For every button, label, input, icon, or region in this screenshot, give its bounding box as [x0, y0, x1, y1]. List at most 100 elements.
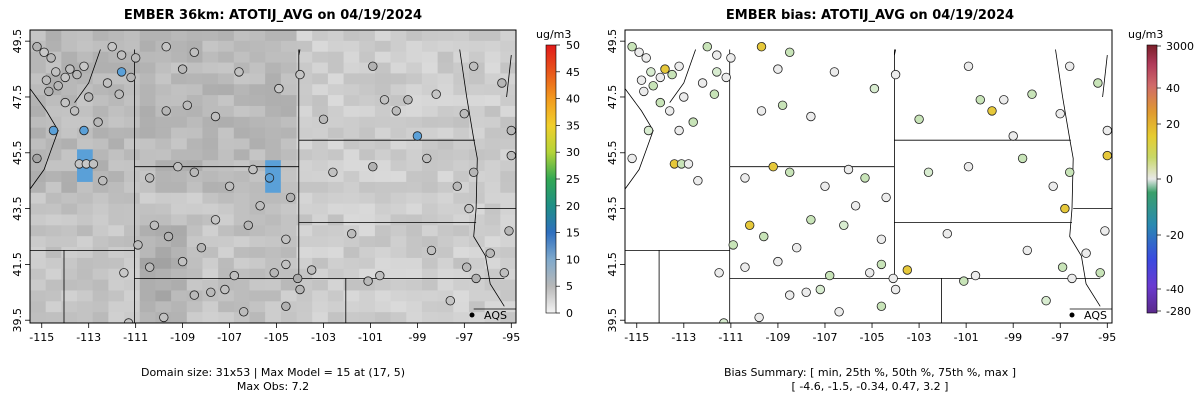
heatmap-cell	[77, 290, 94, 302]
heatmap-cell	[139, 225, 157, 237]
heatmap-cell	[249, 312, 266, 323]
heatmap-cell	[327, 62, 345, 75]
heatmap-cell	[124, 312, 141, 323]
heatmap-cell	[312, 268, 329, 281]
heatmap-cell	[139, 214, 157, 226]
station-marker	[506, 150, 516, 161]
station-marker	[196, 242, 207, 253]
heatmap-cell	[218, 160, 235, 172]
heatmap-cell	[280, 73, 298, 85]
station-marker	[281, 301, 291, 312]
heatmap-cell	[61, 127, 78, 140]
heatmap-cell	[124, 236, 141, 248]
heatmap-cell	[500, 312, 516, 323]
heatmap-cell	[233, 268, 251, 281]
heatmap-cell	[45, 312, 62, 323]
station-marker	[464, 203, 474, 214]
station-marker	[189, 47, 200, 58]
heatmap-cell	[61, 257, 78, 270]
station-marker	[318, 114, 329, 125]
heatmap-cell	[108, 279, 125, 292]
heatmap-cell	[202, 40, 219, 53]
heatmap-cell	[343, 171, 360, 183]
heatmap-cell	[61, 149, 78, 161]
station-marker	[469, 61, 479, 72]
heatmap-cell	[390, 236, 407, 248]
heatmap-cell	[468, 73, 486, 85]
heatmap-cell	[374, 138, 392, 150]
heatmap-cell	[92, 160, 109, 172]
heatmap-cell	[280, 127, 298, 140]
heatmap-cell	[265, 247, 282, 259]
heatmap-cell	[484, 127, 501, 140]
heatmap-cell	[327, 30, 345, 42]
heatmap-cell	[265, 40, 282, 53]
heatmap-cell	[108, 116, 125, 129]
heatmap-cell	[30, 257, 47, 270]
heatmap-cell	[124, 149, 141, 161]
heatmap-cell	[296, 30, 313, 42]
heatmap-cell	[390, 30, 407, 42]
heatmap-cell	[280, 95, 298, 107]
bias-station-marker	[923, 167, 934, 178]
heatmap-cell	[343, 290, 360, 302]
heatmap-cell	[186, 95, 204, 107]
heatmap-cell	[92, 138, 109, 150]
heatmap-cell	[45, 290, 62, 302]
station-marker	[431, 89, 441, 99]
heatmap-cell	[437, 192, 454, 205]
bias-station-marker	[865, 268, 875, 278]
y-tick-label: 39.5	[606, 308, 619, 333]
heatmap-cell	[359, 236, 376, 248]
heatmap-cell	[406, 279, 423, 292]
heatmap-cell	[343, 203, 360, 216]
heatmap-cell	[186, 73, 204, 85]
heatmap-cell	[421, 127, 439, 140]
heatmap-cell	[374, 247, 392, 259]
heatmap-cell	[108, 268, 125, 281]
heatmap-cell	[327, 95, 345, 107]
heatmap-cell	[453, 73, 470, 85]
heatmap-cell	[468, 116, 486, 129]
station-marker	[114, 89, 124, 99]
heatmap-cell	[484, 40, 501, 53]
heatmap-cell	[249, 51, 266, 64]
heatmap-cell	[500, 138, 516, 150]
heatmap-cell	[500, 51, 516, 64]
heatmap-cell	[30, 279, 47, 292]
y-tick-label: 49.5	[606, 29, 619, 54]
heatmap-cell	[139, 279, 157, 292]
heatmap-cell	[233, 171, 251, 183]
heatmap-cell	[296, 290, 313, 302]
bias-station-marker	[712, 50, 722, 60]
heatmap-cell	[108, 160, 125, 172]
x-tick-label: -109	[765, 331, 790, 344]
heatmap-cell	[155, 268, 172, 281]
heatmap-cell	[437, 225, 454, 237]
heatmap-cell	[218, 40, 235, 53]
bias-station-marker	[655, 72, 666, 83]
station-marker	[119, 268, 129, 278]
bias-station-marker	[975, 95, 986, 105]
heatmap-cell	[171, 116, 188, 129]
model-footer-line-1: Domain size: 31x53 | Max Model = 15 at (…	[141, 366, 405, 379]
model-colorbar	[545, 44, 557, 314]
heatmap-cell	[421, 73, 439, 85]
heatmap-cell	[171, 236, 188, 248]
colorbar-tick-label: 5	[566, 280, 573, 293]
heatmap-cell	[280, 247, 298, 259]
heatmap-cell	[390, 40, 407, 53]
heatmap-cell	[171, 73, 188, 85]
heatmap-cell	[374, 225, 392, 237]
heatmap-cell	[374, 171, 392, 183]
bias-panel: EMBER bias: ATOTIJ_AVG on 04/19/2024 -11…	[606, 8, 1194, 393]
heatmap-cell	[280, 105, 298, 118]
station-marker	[497, 78, 507, 88]
bias-station-marker	[876, 259, 887, 270]
heatmap-cell	[343, 138, 360, 150]
heatmap-cell	[484, 290, 501, 302]
heatmap-cell	[186, 279, 204, 292]
heatmap-cell	[312, 160, 329, 172]
heatmap-cell	[390, 73, 407, 85]
